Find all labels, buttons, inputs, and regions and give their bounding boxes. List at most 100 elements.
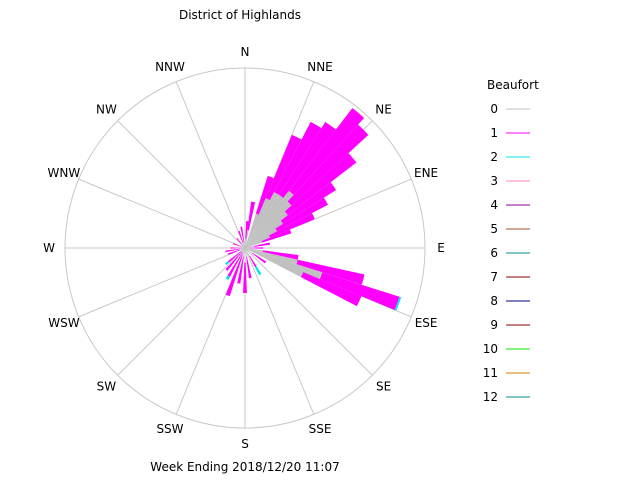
compass-label-wsw: WSW — [48, 316, 79, 330]
wedge-115-beaufort-1 — [300, 272, 362, 307]
compass-label-e: E — [437, 241, 445, 255]
compass-label-ene: ENE — [414, 166, 438, 180]
wedge-50-beaufort-1 — [284, 153, 357, 216]
wedge-320-beaufort-1 — [236, 238, 243, 246]
wedge-190-beaufort-0 — [243, 248, 245, 257]
wedge-5-beaufort-1 — [245, 221, 249, 240]
wedge-100-beaufort-0 — [245, 248, 263, 252]
wedge-40-beaufort-1 — [288, 108, 365, 195]
polar-grid — [64, 67, 426, 429]
wedge-290-beaufort-1 — [232, 243, 242, 247]
spoke-nw — [117, 120, 246, 249]
wedge-200-beaufort-0 — [242, 248, 245, 255]
wedge-115-beaufort-0 — [245, 248, 304, 278]
wedge-25-beaufort-1 — [265, 134, 302, 201]
wedge-25-beaufort-0 — [245, 198, 270, 248]
wedge-290-beaufort-0 — [241, 246, 245, 248]
wedge-125-beaufort-1 — [252, 252, 267, 264]
legend-label-0: 0 — [490, 102, 498, 116]
spoke-wsw — [78, 247, 246, 318]
wedge-250-beaufort-1 — [227, 249, 241, 255]
wedge-230-beaufort-1 — [227, 250, 243, 263]
wedge-110-beaufort-0 — [245, 248, 323, 279]
compass-label-sse: SSE — [309, 422, 332, 436]
wedge-35-beaufort-1 — [278, 121, 336, 199]
compass-label-nne: NNE — [307, 60, 333, 74]
wedge-60-beaufort-1 — [275, 197, 329, 232]
spoke-ssw — [175, 247, 246, 415]
legend-label-9: 9 — [490, 318, 498, 332]
wedge-65-beaufort-0 — [245, 235, 270, 248]
wedge-10-beaufort-1 — [247, 201, 256, 231]
wedge-220-beaufort-0 — [241, 248, 245, 253]
wedge-55-beaufort-1 — [280, 182, 337, 224]
compass-label-ssw: SSW — [156, 422, 183, 436]
wedge-105-beaufort-1 — [296, 259, 365, 285]
compass-label-nnw: NNW — [155, 60, 185, 74]
legend-label-12: 12 — [483, 390, 498, 404]
wedge-320-beaufort-0 — [242, 245, 245, 248]
spoke-se — [244, 247, 373, 376]
wedge-65-beaufort-1 — [268, 213, 315, 238]
compass-label-sw: SW — [97, 380, 117, 394]
wedge-5-beaufort-0 — [245, 239, 247, 248]
wedge-180-beaufort-1 — [243, 262, 247, 294]
compass-label-nw: NW — [96, 102, 117, 116]
wedge-200-beaufort-1 — [225, 254, 243, 297]
wedge-230-beaufort-0 — [242, 248, 245, 251]
wedge-55-beaufort-0 — [245, 220, 283, 248]
legend-label-5: 5 — [490, 222, 498, 236]
compass-labels: N NNE NE ENE E ESE SE SSE S SSW SW WSW W WNW NW NNW — [43, 45, 445, 451]
wedge-110-beaufort-1 — [319, 272, 400, 310]
wedge-125-beaufort-0 — [245, 248, 253, 254]
chart-title: District of Highlands — [179, 8, 301, 22]
wedge-250-beaufort-0 — [239, 248, 245, 251]
compass-label-w: W — [43, 241, 55, 255]
compass-label-wnw: WNW — [48, 166, 81, 180]
wedge-180-beaufort-0 — [244, 248, 246, 263]
legend-label-3: 3 — [490, 174, 498, 188]
wedge-150-beaufort-0 — [245, 248, 250, 256]
legend-label-10: 10 — [483, 342, 498, 356]
wedge-50-beaufort-0 — [245, 211, 288, 248]
wedge-80-beaufort-0 — [245, 246, 254, 248]
wedge-45-beaufort-0 — [245, 201, 292, 248]
chart-footer: Week Ending 2018/12/20 11:07 — [150, 460, 339, 474]
spoke-sse — [244, 247, 315, 415]
wedge-60-beaufort-0 — [245, 228, 277, 248]
wedge-35-beaufort-0 — [245, 194, 284, 248]
wedge-70-beaufort-1 — [261, 229, 292, 243]
wedge-170-beaufort-1 — [246, 256, 252, 279]
wedge-40-beaufort-0 — [245, 190, 294, 248]
legend-title: Beaufort — [487, 78, 539, 92]
wedge-340-beaufort-1 — [238, 230, 244, 244]
wedge-350-beaufort-1 — [240, 226, 245, 243]
legend-label-6: 6 — [490, 246, 498, 260]
legend-label-1: 1 — [490, 126, 498, 140]
legend-label-4: 4 — [490, 198, 498, 212]
wedge-210-beaufort-0 — [242, 248, 245, 253]
compass-label-s: S — [241, 437, 249, 451]
wedge-30-beaufort-1 — [274, 121, 322, 195]
wedge-170-beaufort-0 — [245, 248, 247, 257]
wedge-80-beaufort-1 — [253, 242, 270, 247]
wedge-150-beaufort-1 — [249, 255, 257, 268]
compass-label-se: SE — [376, 380, 391, 394]
wedge-260-beaufort-1 — [225, 248, 240, 253]
wedge-210-beaufort-2 — [225, 275, 231, 280]
wedge-70-beaufort-0 — [245, 241, 263, 248]
compass-label-ese: ESE — [415, 316, 438, 330]
wedge-20-beaufort-1 — [255, 175, 274, 215]
wedge-10-beaufort-0 — [245, 230, 249, 248]
wedge-110-beaufort-2 — [394, 296, 402, 311]
legend-label-2: 2 — [490, 150, 498, 164]
wedge-105-beaufort-0 — [245, 248, 298, 265]
compass-label-n: N — [241, 45, 250, 59]
wedge-20-beaufort-0 — [245, 213, 259, 248]
legend-label-11: 11 — [483, 366, 498, 380]
wedge-30-beaufort-0 — [245, 192, 279, 248]
wedge-100-beaufort-1 — [262, 250, 299, 260]
